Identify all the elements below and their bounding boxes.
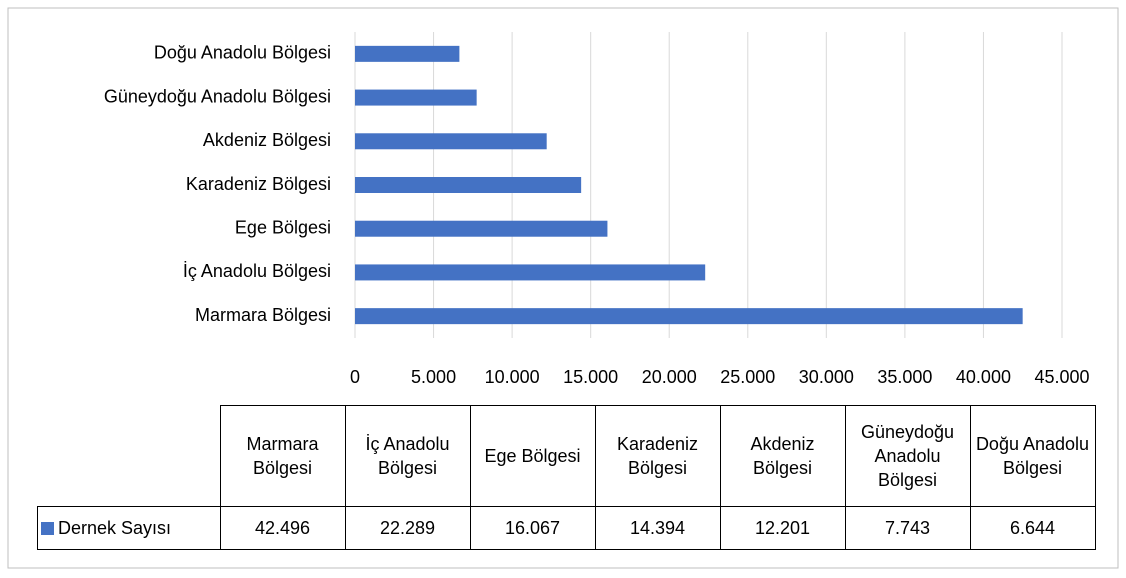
bar bbox=[355, 264, 706, 281]
x-tick-label: 20.000 bbox=[642, 367, 697, 387]
data-table: Marmara Bölgesi İç Anadolu Bölgesi Ege Böl… bbox=[37, 405, 1096, 550]
x-tick-label: 25.000 bbox=[720, 367, 775, 387]
table-value-cell: 14.394 bbox=[594, 506, 721, 550]
bar bbox=[355, 133, 547, 150]
x-tick-label: 15.000 bbox=[563, 367, 618, 387]
table-row: Dernek Sayısı 42.496 22.289 16.067 14.394 12.… bbox=[37, 506, 1096, 550]
bar bbox=[355, 177, 582, 193]
table-header-cell: Marmara Bölgesi bbox=[219, 405, 346, 507]
y-tick-label: Güneydoğu Anadolu Bölgesi bbox=[104, 86, 331, 106]
table-header-cell: Doğu Anadolu Bölgesi bbox=[969, 405, 1096, 507]
x-tick-label: 0 bbox=[350, 367, 360, 387]
y-tick-label: Akdeniz Bölgesi bbox=[203, 130, 331, 150]
table-value-cell: 16.067 bbox=[469, 506, 596, 550]
bar bbox=[355, 89, 477, 106]
table-corner bbox=[37, 405, 221, 507]
y-tick-label: Ege Bölgesi bbox=[235, 217, 331, 237]
table-header-cell: Akdeniz Bölgesi bbox=[719, 405, 846, 507]
x-tick-label: 40.000 bbox=[956, 367, 1011, 387]
x-tick-label: 35.000 bbox=[877, 367, 932, 387]
bar bbox=[355, 308, 1023, 325]
legend-swatch bbox=[41, 522, 54, 535]
table-value-cell: 7.743 bbox=[844, 506, 971, 550]
table-header-cell: İç Anadolu Bölgesi bbox=[344, 405, 471, 507]
y-tick-label: Karadeniz Bölgesi bbox=[186, 174, 331, 194]
bar bbox=[355, 220, 608, 237]
chart-border bbox=[7, 7, 1119, 569]
y-tick-label: İç Anadolu Bölgesi bbox=[183, 261, 331, 281]
x-tick-label: 30.000 bbox=[799, 367, 854, 387]
table-value-cell: 12.201 bbox=[719, 506, 846, 550]
table-value-cell: 6.644 bbox=[969, 506, 1096, 550]
table-header-cell: Ege Bölgesi bbox=[469, 405, 596, 507]
x-tick-label: 45.000 bbox=[1034, 367, 1089, 387]
bar bbox=[355, 45, 460, 62]
x-tick-label: 10.000 bbox=[485, 367, 540, 387]
table-value-cell: 22.289 bbox=[344, 506, 471, 550]
table-value-cell: 42.496 bbox=[219, 506, 346, 550]
y-tick-label: Doğu Anadolu Bölgesi bbox=[154, 43, 331, 63]
x-tick-label: 5.000 bbox=[411, 367, 456, 387]
y-tick-label: Marmara Bölgesi bbox=[195, 305, 331, 325]
table-header-cell: Güneydoğu Anadolu Bölgesi bbox=[844, 405, 971, 507]
legend-label: Dernek Sayısı bbox=[58, 518, 172, 538]
table-header: Marmara Bölgesi İç Anadolu Bölgesi Ege Böl… bbox=[37, 405, 1096, 507]
legend-cell: Dernek Sayısı bbox=[37, 506, 221, 550]
table-header-cell: Karadeniz Bölgesi bbox=[594, 405, 721, 507]
